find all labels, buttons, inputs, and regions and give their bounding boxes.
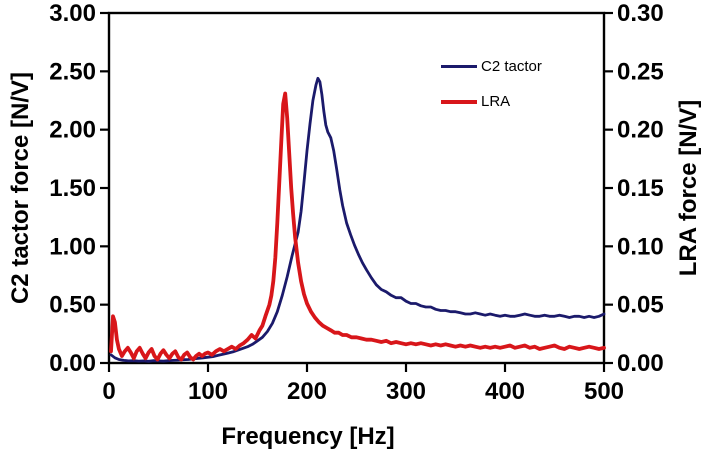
- y-left-tick-label: 2.50: [49, 58, 96, 85]
- x-axis-title-text: Frequency [Hz]: [221, 423, 395, 450]
- x-axis-tick-label: 0: [102, 378, 115, 405]
- y-left-tick-label: 1.00: [49, 233, 96, 260]
- series-line-lra: [109, 91, 606, 362]
- x-axis-tick-label: 200: [287, 378, 327, 405]
- y-right-tick-label: 0.10: [617, 233, 664, 260]
- x-axis-tick-label: 300: [386, 378, 426, 405]
- x-axis-tick-label: 400: [485, 378, 525, 405]
- legend-label-lra: LRA: [481, 93, 511, 110]
- y-right-tick-label: 0.30: [617, 0, 664, 27]
- y-left-tick-label: 0.00: [49, 350, 96, 377]
- y-left-tick-label: 0.50: [49, 292, 96, 319]
- legend-line-lra-icon: [441, 99, 477, 104]
- x-axis-tick-label: 500: [584, 378, 624, 405]
- y-axis-right-title-text: LRA force [N/V]: [675, 99, 702, 277]
- y-right-tick-label: 0.00: [617, 350, 664, 377]
- y-right-tick-label: 0.05: [617, 292, 664, 319]
- legend: C2 tactor LRA: [441, 49, 542, 119]
- y-left-tick-label: 1.50: [49, 175, 96, 202]
- legend-label-c2-tactor: C2 tactor: [481, 58, 542, 75]
- legend-line-c2-tactor-icon: [441, 65, 477, 68]
- x-axis-tick-label: 100: [188, 378, 228, 405]
- y-left-tick-label: 2.00: [49, 117, 96, 144]
- y-right-tick-label: 0.15: [617, 175, 664, 202]
- legend-item-lra: LRA: [441, 84, 542, 119]
- y-left-tick-label: 3.00: [49, 0, 96, 27]
- legend-item-c2-tactor: C2 tactor: [441, 49, 542, 84]
- y-right-tick-label: 0.20: [617, 117, 664, 144]
- series-line-c2-tactor: [109, 76, 606, 363]
- y-right-tick-label: 0.25: [617, 58, 664, 85]
- y-axis-left-title-text: C2 tactor force [N/V]: [7, 71, 34, 305]
